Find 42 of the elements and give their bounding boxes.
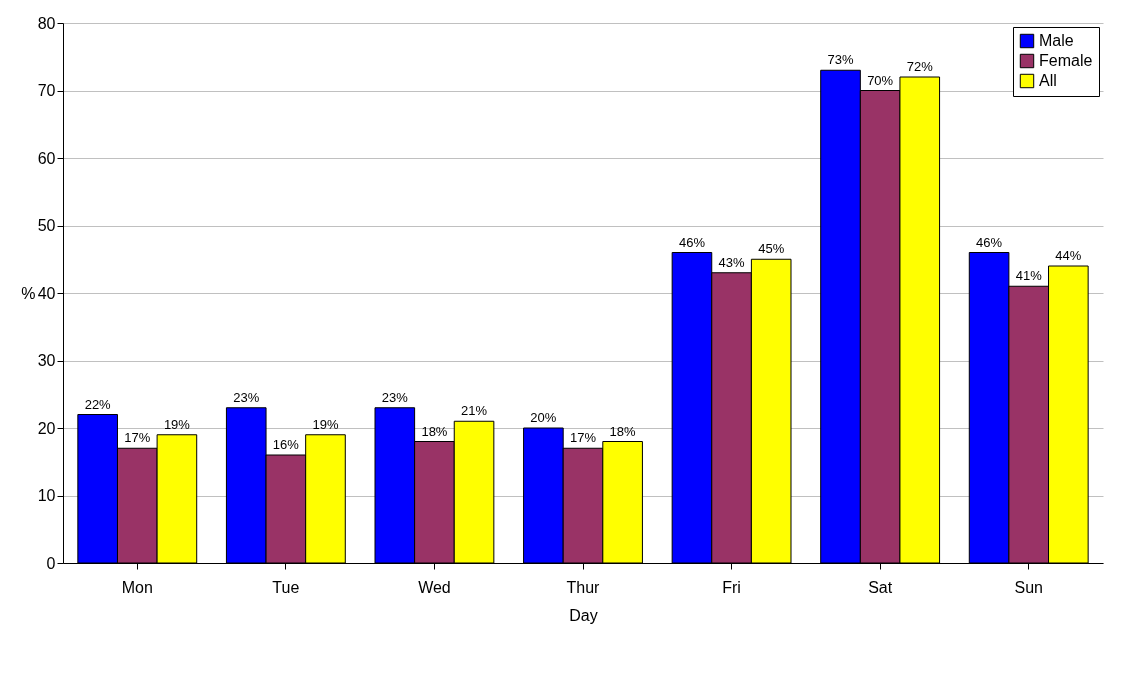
data-label: 46% (976, 234, 1003, 250)
data-label: 21% (461, 403, 488, 419)
data-label: 16% (272, 437, 300, 452)
data-label: 18% (421, 423, 448, 439)
x-tick-label: Sun (1014, 578, 1043, 596)
legend-label: All (1039, 72, 1057, 89)
x-tick-label: Sat (868, 578, 893, 596)
data-label: 70% (867, 72, 894, 88)
data-label: 73% (827, 52, 854, 68)
y-axis-title: % (21, 284, 36, 302)
y-tick-label: 70 (37, 82, 56, 99)
data-label: 17% (569, 430, 597, 446)
x-tick-label: Thur (566, 578, 601, 596)
y-tick-label: 0 (46, 554, 56, 572)
data-label: 46% (678, 234, 706, 250)
x-axis-title: Day (569, 606, 598, 624)
y-tick-label: 20 (37, 419, 56, 437)
y-tick-label: 10 (37, 487, 56, 504)
x-tick-label: Wed (418, 578, 451, 596)
data-label: 43% (718, 254, 746, 270)
legend-label: Male (1039, 32, 1074, 49)
x-tick-label: Fri (722, 578, 741, 596)
y-tick-label: 80 (37, 14, 56, 32)
data-label: 19% (163, 416, 191, 432)
data-label: 17% (124, 430, 151, 446)
y-tick-label: 60 (37, 149, 56, 167)
data-label: 45% (758, 241, 785, 257)
data-label: 19% (312, 416, 339, 432)
legend-label: Female (1039, 52, 1093, 69)
data-label: 23% (381, 389, 409, 405)
data-label: 18% (609, 423, 637, 439)
y-tick-label: 40 (37, 284, 56, 302)
x-tick-label: Tue (272, 578, 300, 596)
data-label: 23% (233, 389, 260, 405)
data-label: 72% (906, 59, 934, 74)
x-tick-label: Mon (121, 578, 153, 596)
data-label: 44% (1055, 248, 1082, 263)
data-label: 22% (84, 396, 112, 412)
y-tick-label: 30 (37, 352, 56, 369)
y-tick-label: 50 (37, 217, 56, 234)
data-label: 41% (1015, 268, 1043, 284)
data-label: 20% (530, 410, 557, 425)
